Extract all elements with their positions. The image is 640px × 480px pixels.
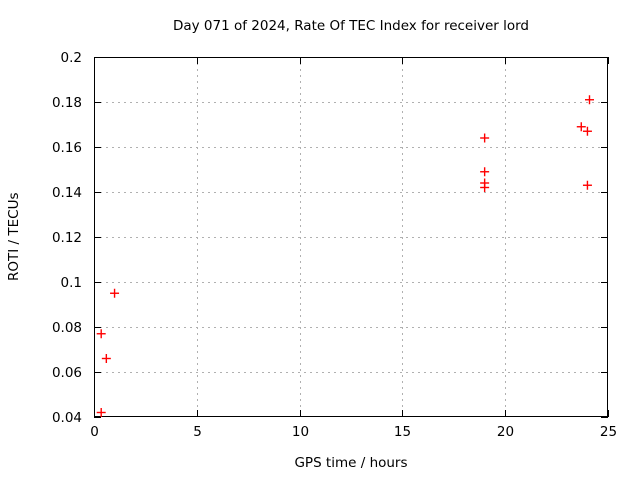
data-point-marker (582, 126, 592, 136)
y-tick-label: 0.12 (51, 229, 82, 246)
data-point-marker (96, 408, 106, 417)
data-point-marker (96, 329, 106, 339)
x-tick-label: 10 (291, 424, 310, 440)
data-point-marker (480, 167, 490, 177)
y-tick-label: 0.18 (51, 94, 82, 111)
data-point-marker (582, 180, 592, 190)
x-tick-label: 0 (90, 424, 99, 440)
y-tick-label: 0.2 (60, 49, 82, 66)
x-tick-label: 20 (496, 424, 515, 440)
y-tick-label: 0.1 (60, 274, 82, 291)
y-tick-label: 0.14 (51, 184, 82, 201)
data-point-marker (480, 178, 490, 188)
data-point-marker (110, 288, 120, 298)
chart-title: Day 071 of 2024, Rate Of TEC Index for r… (172, 18, 530, 34)
y-tick-label: 0.08 (51, 319, 82, 336)
data-point-marker (584, 95, 594, 105)
y-tick-label: 0.04 (51, 409, 82, 426)
x-tick-label: 15 (393, 424, 412, 440)
data-point-marker (576, 122, 586, 132)
x-tick-label: 5 (193, 424, 202, 440)
y-tick-label: 0.16 (51, 139, 82, 156)
y-tick-label: 0.06 (51, 364, 82, 381)
data-point-marker (480, 133, 490, 143)
plot-border (94, 57, 608, 417)
data-point-marker (101, 354, 111, 363)
x-axis-title: GPS time / hours (294, 455, 408, 471)
x-tick-label: 25 (599, 424, 618, 440)
